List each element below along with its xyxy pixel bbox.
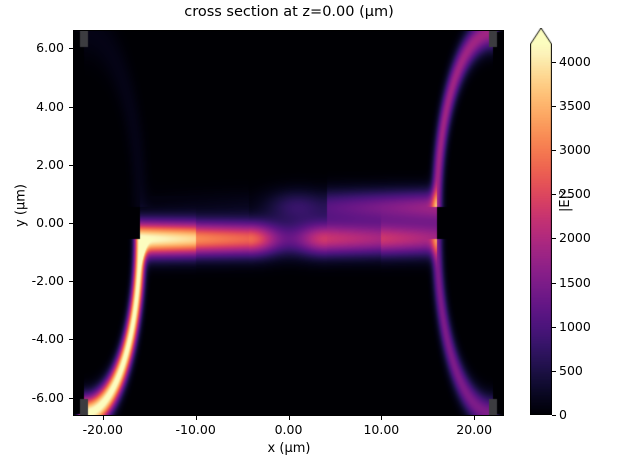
colorbar-tick-label: 2500 — [559, 186, 591, 202]
x-tick-mark — [289, 416, 290, 420]
axis-spine-bottom — [73, 415, 504, 416]
x-tick-label: 20.00 — [456, 422, 493, 437]
colorbar-tick-label: 1000 — [559, 318, 591, 334]
y-tick-mark — [69, 339, 73, 340]
colorbar-label: |E|² — [558, 189, 573, 212]
y-tick-label: -2.00 — [31, 273, 64, 289]
x-tick-label: -10.00 — [175, 422, 216, 437]
y-tick-mark — [69, 223, 73, 224]
colorbar-tick-mark — [552, 415, 556, 416]
heatmap-axes — [74, 31, 503, 415]
colorbar-tick-label: 3000 — [559, 142, 591, 157]
colorbar-tick-mark — [552, 62, 556, 63]
y-tick-mark — [69, 398, 73, 399]
colorbar-tick-mark — [552, 371, 556, 372]
colorbar-tick-label: 3500 — [559, 97, 591, 113]
y-tick-mark — [69, 165, 73, 166]
x-axis-label: x (µm) — [267, 441, 311, 456]
colorbar-tick-mark — [552, 150, 556, 151]
y-tick-label: -4.00 — [31, 331, 64, 347]
colorbar-tick-mark — [552, 238, 556, 239]
y-tick-label: -6.00 — [31, 389, 64, 405]
colorbar-tick-mark — [552, 283, 556, 284]
x-tick-label: 0.00 — [274, 422, 303, 437]
colorbar — [530, 28, 552, 415]
y-axis-label: y (µm) — [13, 184, 29, 227]
axis-spine-top — [73, 30, 504, 31]
x-tick-mark — [474, 416, 475, 420]
y-tick-label: 2.00 — [36, 156, 64, 172]
y-tick-label: 6.00 — [36, 40, 64, 56]
x-tick-mark — [381, 416, 382, 420]
colorbar-tick-mark — [552, 106, 556, 107]
x-tick-label: -20.00 — [82, 422, 123, 437]
x-tick-mark — [196, 416, 197, 420]
colorbar-tick-label: 4000 — [559, 53, 591, 69]
field-intensity-heatmap — [74, 31, 503, 415]
y-tick-label: 0.00 — [36, 215, 64, 230]
colorbar-tick-mark — [552, 194, 556, 195]
colorbar-tick-label: 1500 — [559, 274, 591, 290]
y-tick-mark — [69, 48, 73, 49]
y-tick-label: 4.00 — [36, 98, 64, 114]
x-tick-mark — [103, 416, 104, 420]
axis-spine-left — [73, 31, 74, 416]
colorbar-tick-label: 500 — [559, 362, 583, 378]
y-tick-mark — [69, 107, 73, 108]
colorbar-gradient — [530, 28, 552, 415]
y-tick-mark — [69, 281, 73, 282]
colorbar-tick-mark — [552, 327, 556, 328]
page-title: cross section at z=0.00 (µm) — [184, 4, 394, 20]
colorbar-tick-label: 2000 — [559, 230, 591, 246]
x-tick-label: 10.00 — [363, 422, 400, 437]
axis-spine-right — [503, 31, 504, 416]
colorbar-tick-label: 0 — [559, 407, 567, 422]
